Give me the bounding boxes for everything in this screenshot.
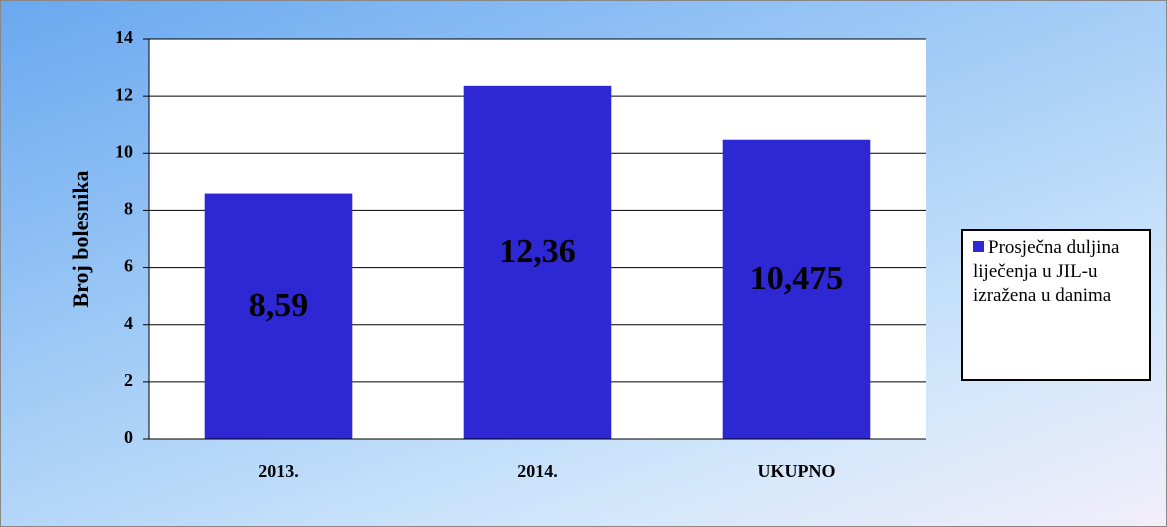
y-tick-label: 10 bbox=[115, 141, 133, 161]
y-axis-label: Broj bolesnika bbox=[68, 170, 93, 307]
data-label: 12,36 bbox=[499, 233, 576, 270]
y-tick-label: 14 bbox=[115, 27, 133, 47]
y-tick-label: 0 bbox=[124, 427, 133, 447]
x-tick-label: 2013. bbox=[258, 461, 299, 481]
y-tick-label: 4 bbox=[124, 313, 133, 333]
y-tick-label: 12 bbox=[115, 84, 133, 104]
bar bbox=[722, 139, 871, 439]
x-tick-label: UKUPNO bbox=[758, 461, 836, 481]
bar bbox=[204, 193, 353, 439]
legend: Prosječna duljina liječenja u JIL-u izra… bbox=[961, 229, 1151, 381]
y-tick-label: 2 bbox=[124, 370, 133, 390]
legend-label: Prosječna duljina liječenja u JIL-u izra… bbox=[973, 237, 1120, 306]
y-tick-label: 6 bbox=[124, 256, 133, 276]
data-label: 10,475 bbox=[750, 260, 844, 297]
x-tick-label: 2014. bbox=[517, 461, 558, 481]
bar bbox=[463, 85, 612, 439]
legend-key bbox=[973, 241, 984, 252]
y-tick-label: 8 bbox=[124, 199, 133, 219]
data-label: 8,59 bbox=[249, 287, 309, 324]
